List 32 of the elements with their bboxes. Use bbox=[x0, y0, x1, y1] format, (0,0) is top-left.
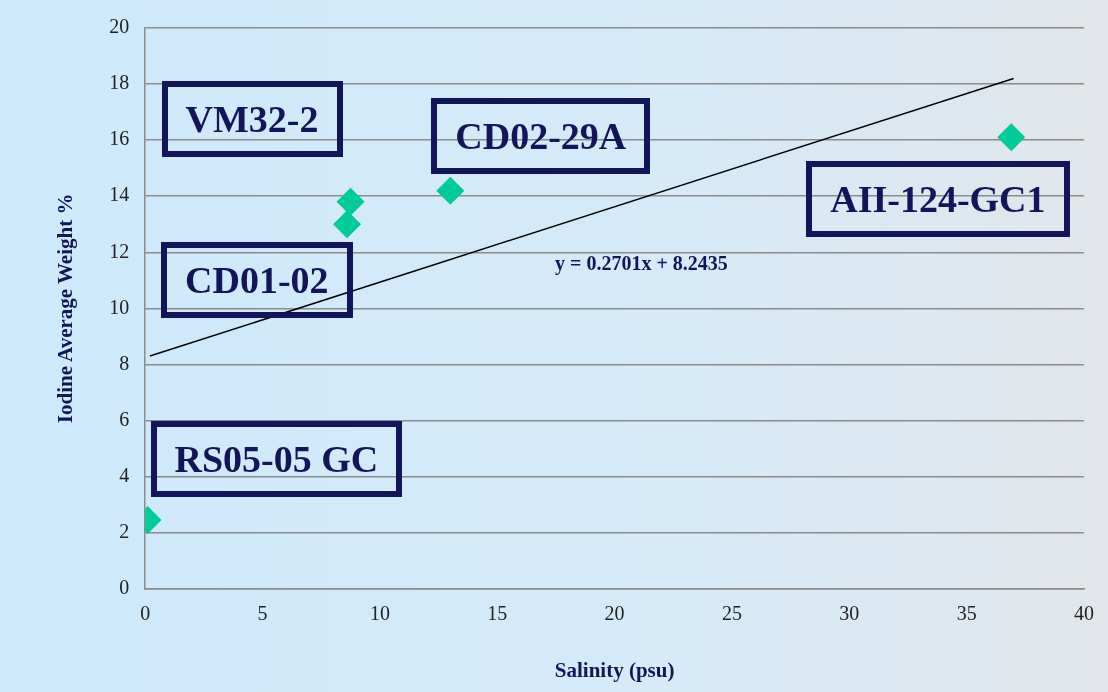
annotation: CD01-02 bbox=[161, 242, 353, 319]
x-tick-label: 25 bbox=[721, 602, 742, 625]
x-tick-label: 5 bbox=[257, 602, 268, 625]
y-tick-label: 4 bbox=[119, 463, 130, 486]
y-tick-label: 10 bbox=[109, 295, 130, 318]
annotation: CD02-29A bbox=[431, 97, 651, 174]
y-tick-label: 20 bbox=[109, 15, 130, 38]
y-tick-label: 6 bbox=[119, 407, 130, 430]
x-tick-label: 10 bbox=[369, 602, 390, 625]
y-tick-label: 12 bbox=[109, 239, 130, 262]
point bbox=[333, 210, 362, 239]
x-tick-label: 35 bbox=[956, 602, 977, 625]
y-tick-label: 14 bbox=[109, 183, 130, 206]
y-tick-label: 18 bbox=[109, 71, 130, 94]
y-tick-label: 16 bbox=[109, 127, 130, 150]
annotation: VM32-2 bbox=[161, 80, 343, 157]
point bbox=[336, 187, 365, 216]
x-tick-label: 0 bbox=[140, 602, 151, 625]
x-tick-label: 40 bbox=[1074, 602, 1094, 625]
annotation: AII-124-GC1 bbox=[806, 161, 1070, 238]
y-axis-title: Iodine Average Weight % bbox=[53, 193, 78, 424]
y-tick-label: 8 bbox=[119, 351, 130, 374]
y-tick-label: 0 bbox=[119, 576, 130, 599]
x-tick-label: 30 bbox=[839, 602, 860, 625]
annotation: y = 0.2701x + 8.2435 bbox=[555, 252, 728, 275]
x-tick-label: 20 bbox=[604, 602, 625, 625]
x-tick-label: 15 bbox=[487, 602, 508, 625]
x-axis-title: Salinity (psu) bbox=[554, 657, 675, 682]
annotation: RS05-05 GC bbox=[150, 421, 403, 498]
point bbox=[997, 123, 1026, 152]
point bbox=[436, 176, 465, 205]
y-tick-label: 2 bbox=[119, 519, 130, 542]
